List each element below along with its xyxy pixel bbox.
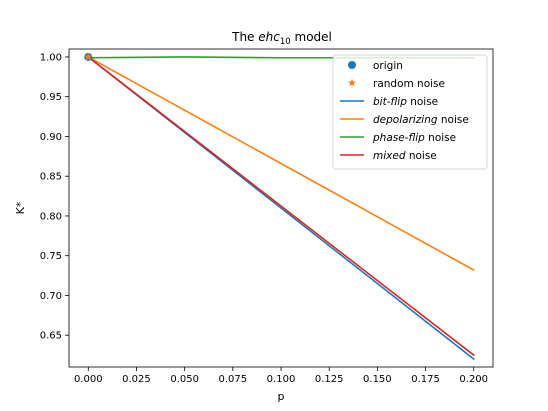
x-tick-label: 0.150 bbox=[363, 374, 392, 385]
y-tick-label: 0.70 bbox=[40, 291, 62, 302]
legend-label: phase-flip noise bbox=[372, 132, 456, 144]
y-axis: 0.65 0.70 0.75 0.80 0.85 0.90 0.95 1.00 bbox=[40, 52, 69, 342]
series-line-depolarizing bbox=[87, 55, 475, 272]
x-tick-label: 0.125 bbox=[315, 374, 344, 385]
legend-label: origin bbox=[373, 60, 403, 72]
legend: origin random noise bit-flip noise depolari… bbox=[332, 54, 488, 170]
legend-marker-random-noise bbox=[348, 78, 356, 87]
series-line-mixed bbox=[87, 55, 475, 357]
y-tick-label: 0.90 bbox=[40, 132, 62, 143]
legend-label: random noise bbox=[373, 78, 445, 90]
y-tick-label: 0.85 bbox=[40, 172, 62, 183]
x-tick-label: 0.050 bbox=[170, 374, 199, 385]
x-tick-label: 0.025 bbox=[122, 374, 151, 385]
legend-label: depolarizing noise bbox=[373, 114, 469, 126]
x-axis: 0.000 0.025 0.050 0.075 0.100 0.125 0.150 0.175… bbox=[74, 367, 488, 385]
x-tick-label: 0.000 bbox=[74, 374, 103, 385]
legend-marker-origin bbox=[348, 61, 356, 69]
y-tick-label: 0.75 bbox=[40, 251, 62, 262]
y-tick-label: 0.95 bbox=[40, 92, 62, 103]
y-tick-label: 0.80 bbox=[40, 211, 62, 222]
legend-box bbox=[332, 54, 488, 170]
series-layer bbox=[87, 55, 475, 361]
x-axis-label: p bbox=[278, 390, 285, 403]
points-layer bbox=[84, 52, 93, 61]
chart-title: The ehc10 model bbox=[231, 30, 332, 47]
legend-label: mixed noise bbox=[373, 150, 437, 162]
x-tick-label: 0.100 bbox=[267, 374, 296, 385]
y-axis-label: K* bbox=[14, 201, 27, 214]
x-tick-label: 0.075 bbox=[218, 374, 247, 385]
y-tick-label: 0.65 bbox=[40, 331, 62, 342]
x-tick-label: 0.200 bbox=[459, 374, 488, 385]
x-tick-label: 0.175 bbox=[411, 374, 440, 385]
legend-label: bit-flip noise bbox=[373, 96, 438, 108]
point-random-noise bbox=[84, 52, 93, 61]
y-tick-label: 1.00 bbox=[40, 52, 62, 63]
